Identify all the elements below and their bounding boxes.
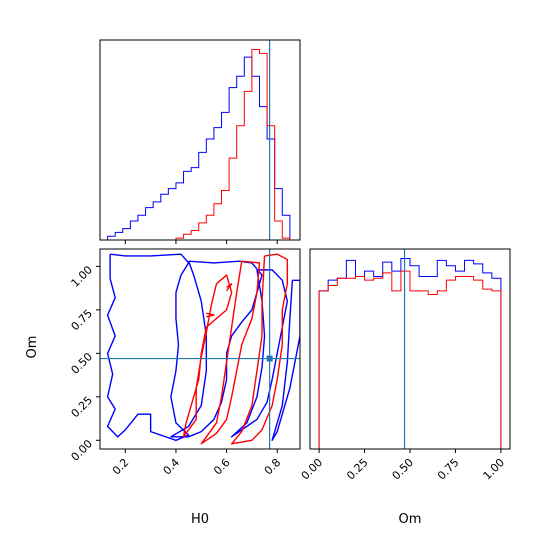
histogram-step-series-2 [100, 49, 298, 240]
x-tick-label: 0.6 [211, 456, 233, 478]
contour-h0-om-panel: 0.2 0.4 0.6 0.8 0.00 0.25 0.50 0.75 1.00 H0 Om [25, 248, 301, 527]
panel-frame [99, 248, 301, 450]
x-axis-label-om: Om [399, 512, 422, 527]
x-tick-label: 1.00 [481, 456, 508, 483]
histogram-series-group [100, 49, 298, 240]
histogram-h0-panel [99, 39, 301, 244]
y-tick-label: 0.50 [69, 350, 96, 377]
panel-frame [99, 39, 301, 241]
histogram-om-panel: 0.00 0.25 0.50 0.75 1.00 Om [299, 248, 511, 527]
y-tick-label: 0.75 [69, 307, 96, 334]
histogram-step-series-2 [318, 270, 502, 449]
x-tick-label: 0.4 [161, 456, 183, 478]
histogram-series-group [318, 258, 502, 449]
contour-line-series-1-2 [170, 260, 263, 438]
contour-series-group [106, 253, 300, 445]
truth-marker [266, 355, 273, 362]
x-axis-label-h0: H0 [191, 512, 209, 527]
x-tick-label: 0.00 [299, 456, 326, 483]
x-tick-label: 0.25 [344, 456, 371, 483]
histogram-step-series-1 [100, 56, 298, 240]
x-tick-label: 0.2 [110, 456, 132, 478]
histogram-step-series-1 [318, 258, 502, 449]
y-tick-label: 0.00 [69, 437, 96, 464]
contour-line-series-2-4 [226, 283, 233, 292]
x-tick-label: 0.75 [435, 456, 462, 483]
contour-line-series-2-2 [200, 260, 261, 445]
y-tick-label: 0.25 [69, 394, 96, 421]
contour-line-series-1-4 [271, 279, 300, 442]
contour-line-series-2-3 [182, 274, 233, 438]
y-tick-label: 1.00 [69, 263, 96, 290]
contour-line-series-1-1 [106, 253, 190, 442]
y-axis-label-om: Om [25, 336, 40, 359]
x-tick-label: 0.50 [390, 456, 417, 483]
x-tick-label: 0.8 [262, 456, 284, 478]
contour-line-series-2-5 [206, 312, 215, 318]
